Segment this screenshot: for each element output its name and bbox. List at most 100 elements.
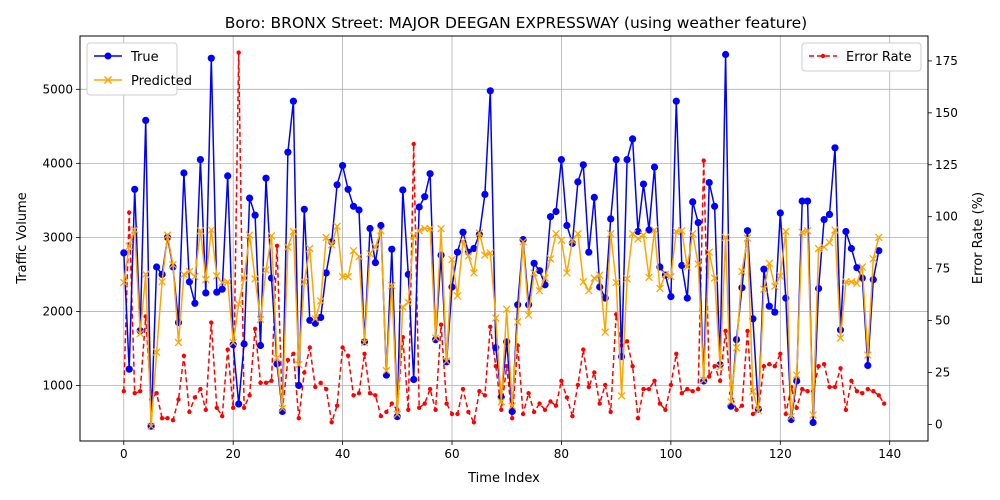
data-point: [581, 347, 586, 352]
data-point: [426, 170, 434, 178]
data-point: [158, 277, 166, 286]
data-point: [339, 162, 347, 170]
data-point: [486, 87, 494, 95]
data-point: [816, 364, 821, 369]
series-predicted: [119, 222, 883, 431]
data-point: [262, 266, 270, 274]
data-point: [305, 244, 314, 253]
data-point: [262, 174, 270, 182]
data-point: [154, 391, 159, 396]
data-point: [153, 263, 161, 271]
data-point: [317, 313, 325, 321]
data-point: [760, 265, 768, 273]
data-point: [415, 203, 423, 211]
data-point: [590, 193, 598, 201]
data-point: [437, 224, 445, 233]
data-point: [514, 301, 522, 309]
data-point: [770, 282, 779, 291]
y-left-tick-label: 4000: [42, 156, 73, 170]
data-point: [645, 273, 653, 282]
data-point: [820, 216, 828, 224]
data-point: [842, 277, 850, 286]
data-point: [557, 236, 566, 245]
data-point: [225, 347, 230, 352]
data-point: [356, 391, 362, 396]
data-point: [229, 338, 238, 347]
data-point: [240, 274, 248, 282]
data-point: [727, 397, 735, 406]
legend-predicted-label: Predicted: [131, 74, 192, 89]
legend-predicted-marker: [103, 75, 113, 85]
x-tick-label: 40: [335, 447, 350, 461]
data-point: [563, 221, 571, 230]
data-point: [800, 386, 805, 392]
data-point: [470, 244, 478, 253]
data-point: [847, 277, 856, 286]
data-point: [639, 180, 648, 188]
series-line: [123, 52, 885, 425]
data-point: [827, 384, 832, 390]
data-point: [236, 50, 241, 55]
data-point: [453, 248, 462, 256]
data-point: [776, 209, 784, 217]
data-point: [486, 249, 495, 257]
data-point: [437, 251, 445, 259]
data-point: [224, 172, 232, 180]
data-point: [384, 409, 389, 415]
data-point: [743, 234, 752, 242]
data-point: [120, 249, 128, 257]
data-point: [360, 338, 369, 347]
data-point: [552, 229, 560, 238]
data-point: [415, 226, 424, 235]
data-point: [202, 289, 210, 297]
data-point: [667, 293, 675, 301]
data-point: [776, 272, 785, 280]
data-point: [685, 386, 690, 392]
data-point: [694, 260, 703, 268]
data-point: [794, 405, 799, 410]
data-point: [754, 406, 763, 415]
data-point: [284, 148, 292, 156]
data-point: [805, 389, 810, 394]
data-point: [258, 380, 263, 385]
data-point: [455, 411, 460, 417]
data-point: [739, 403, 745, 408]
data-point: [174, 338, 183, 347]
data-point: [453, 292, 462, 300]
data-point: [607, 215, 615, 223]
data-point: [825, 238, 834, 247]
data-point: [559, 378, 564, 383]
data-point: [804, 197, 812, 205]
data-point: [355, 206, 363, 214]
data-point: [180, 169, 188, 177]
data-point: [652, 378, 657, 383]
data-point: [427, 386, 433, 392]
data-point: [711, 202, 719, 210]
data-point: [125, 242, 134, 251]
data-point: [371, 259, 379, 267]
data-point: [832, 384, 838, 390]
data-point: [874, 233, 883, 242]
data-point: [302, 370, 307, 375]
data-point: [235, 400, 243, 408]
data-point: [294, 360, 303, 369]
data-point: [831, 144, 839, 152]
data-point: [300, 277, 309, 286]
data-point: [595, 271, 604, 280]
data-point: [585, 248, 593, 256]
data-point: [318, 380, 323, 385]
data-point: [858, 263, 867, 271]
data-point: [213, 288, 221, 296]
data-point: [448, 255, 456, 264]
data-point: [367, 391, 373, 396]
data-point: [520, 411, 526, 417]
data-point: [809, 411, 817, 419]
data-point: [138, 389, 143, 394]
x-tick-label: 100: [659, 447, 682, 461]
data-point: [119, 278, 128, 287]
data-point: [362, 351, 367, 356]
data-point: [694, 219, 702, 227]
data-point: [388, 245, 396, 253]
data-point: [497, 397, 506, 406]
data-point: [334, 403, 340, 408]
